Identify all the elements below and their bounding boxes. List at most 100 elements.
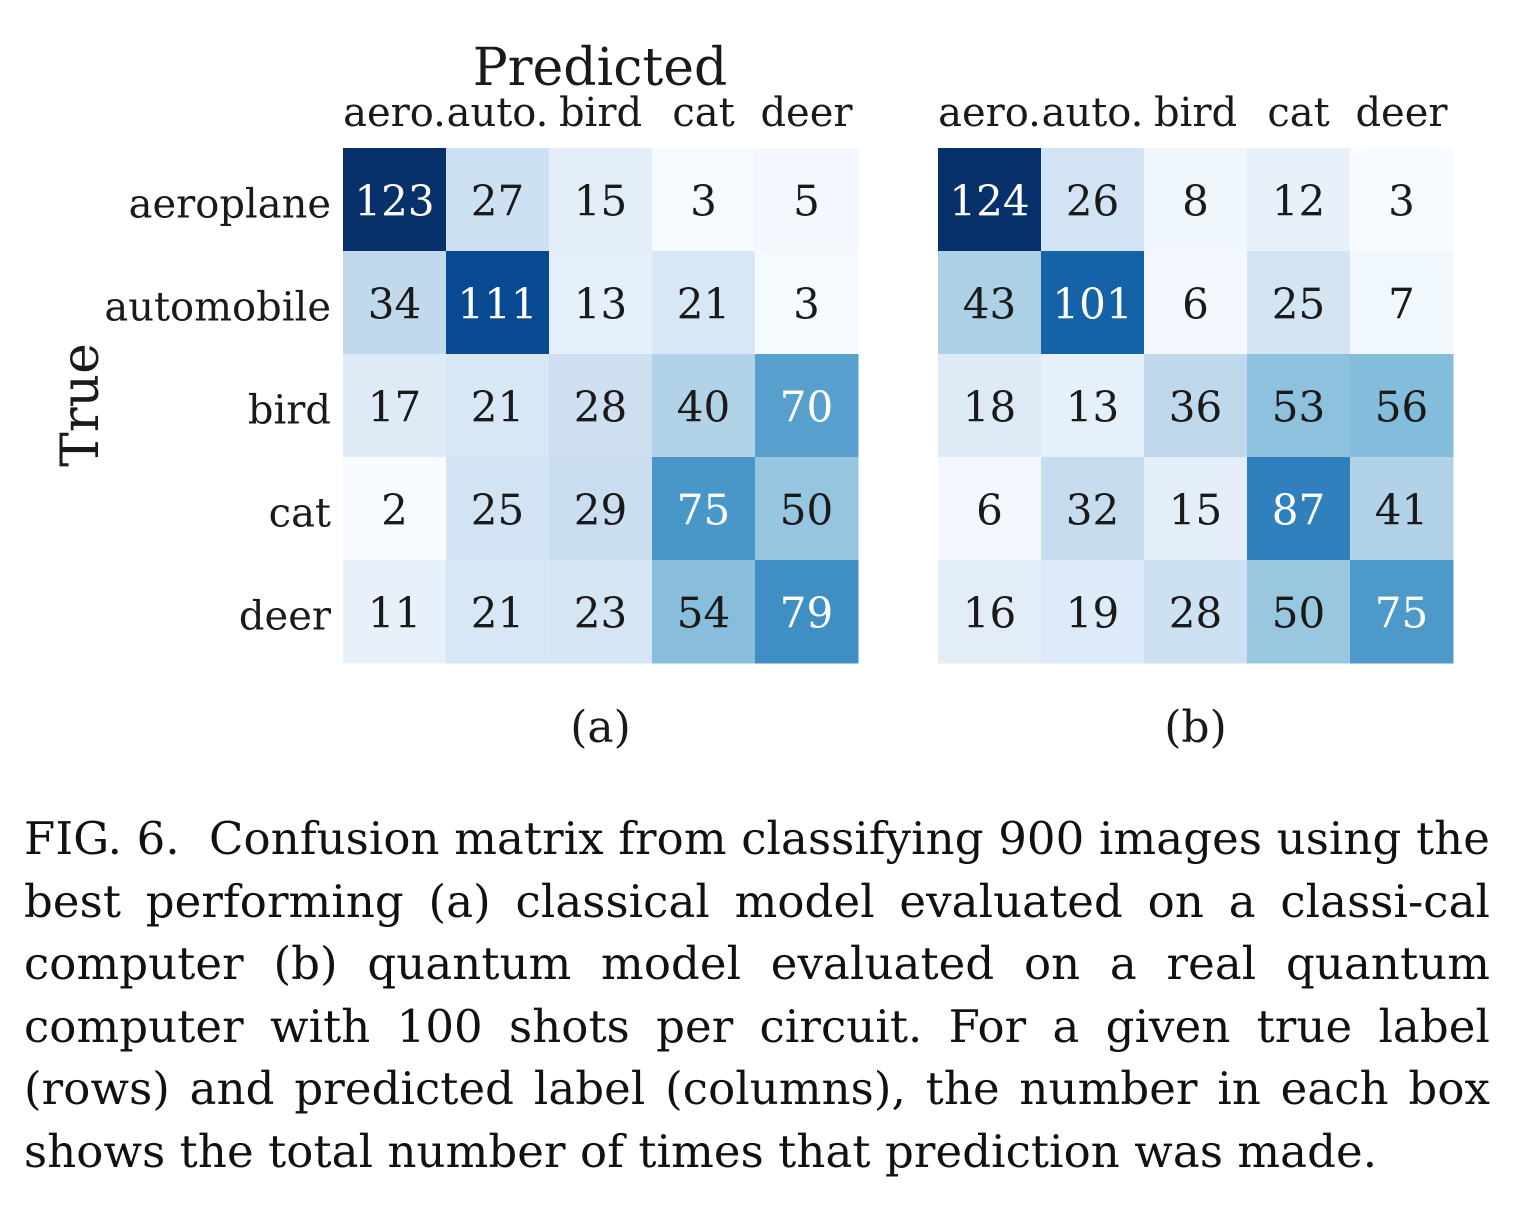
cell-value-label: 70	[780, 383, 833, 432]
cell-value-label: 50	[780, 486, 833, 535]
heatmap-cell	[549, 251, 653, 355]
cell-value-label: 25	[1272, 280, 1325, 329]
heatmap-panel-a: aero. auto. bird cat deeraeroplaneautomobile…	[104, 90, 859, 753]
heatmap-cell	[343, 251, 447, 355]
cell-value-label: 87	[1272, 486, 1325, 535]
heatmap-cell	[446, 560, 550, 664]
cell-value-label: 11	[368, 589, 421, 638]
heatmap-cell	[652, 148, 756, 252]
chart-title: Predicted	[473, 38, 728, 98]
cell-value-label: 13	[1066, 383, 1119, 432]
cell-value-label: 41	[1375, 486, 1428, 535]
cell-value-label: 21	[677, 280, 730, 329]
col-tick-label: cat	[1267, 90, 1329, 136]
cell-value-label: 6	[976, 486, 1003, 535]
cell-value-label: 123	[354, 177, 434, 226]
cell-value-label: 15	[1169, 486, 1222, 535]
panel-label: (b)	[1164, 702, 1227, 753]
heatmap-cell	[1144, 354, 1248, 458]
row-tick-label: bird	[248, 388, 331, 434]
heatmap-cell	[1144, 457, 1248, 561]
row-tick-label: aeroplane	[129, 182, 331, 228]
heatmap-cell	[549, 457, 653, 561]
col-tick-label: bird	[559, 90, 642, 136]
heatmap-cell	[549, 354, 653, 458]
heatmap-cell	[1350, 148, 1454, 252]
heatmap-cell	[343, 560, 447, 664]
cell-value-label: 2	[381, 486, 408, 535]
heatmap-cell	[938, 251, 1042, 355]
cell-value-label: 34	[368, 280, 421, 329]
cell-value-label: 5	[793, 177, 820, 226]
col-tick-label: deer	[760, 90, 853, 136]
heatmap-cell	[755, 251, 859, 355]
cell-value-label: 8	[1182, 177, 1209, 226]
heatmap-cell	[755, 457, 859, 561]
cell-value-label: 17	[368, 383, 421, 432]
cell-value-label: 19	[1066, 589, 1119, 638]
row-tick-label: deer	[239, 594, 332, 640]
cell-value-label: 3	[1388, 177, 1415, 226]
heatmap-cell	[446, 354, 550, 458]
cell-value-label: 6	[1182, 280, 1209, 329]
heatmap-cell	[938, 560, 1042, 664]
cell-value-label: 75	[1375, 589, 1428, 638]
cell-value-label: 124	[949, 177, 1029, 226]
col-tick-label: deer	[1355, 90, 1448, 136]
heatmap-cell	[652, 560, 756, 664]
cell-value-label: 15	[574, 177, 627, 226]
heatmap-cell	[446, 148, 550, 252]
cell-value-label: 101	[1052, 280, 1132, 329]
heatmap-cell	[549, 560, 653, 664]
heatmap-cell	[1247, 251, 1351, 355]
cell-value-label: 75	[677, 486, 730, 535]
cell-value-label: 111	[457, 280, 537, 329]
cell-value-label: 27	[471, 177, 524, 226]
cell-value-label: 25	[471, 486, 524, 535]
figure-caption: FIG. 6. Confusion matrix from classifyin…	[24, 808, 1490, 1183]
heatmap-cell	[938, 457, 1042, 561]
cell-value-label: 28	[1169, 589, 1222, 638]
heatmap-cell	[1144, 148, 1248, 252]
heatmap-cell	[755, 148, 859, 252]
heatmap-cell	[343, 148, 447, 252]
heatmap-cell	[1144, 560, 1248, 664]
cell-value-label: 79	[780, 589, 833, 638]
heatmap-cell	[1350, 251, 1454, 355]
col-tick-label: aero.	[343, 90, 446, 136]
heatmap-cell	[1247, 560, 1351, 664]
cell-value-label: 3	[690, 177, 717, 226]
col-tick-label: auto.	[447, 90, 549, 136]
heatmap-panel-b: aero. auto. bird cat deer 124 26 8 12 3 43 101 6 25 7 1…	[938, 90, 1454, 753]
row-tick-label: automobile	[104, 285, 331, 331]
heatmap-cell	[1041, 148, 1145, 252]
heatmap-cell	[652, 354, 756, 458]
cell-value-label: 21	[471, 589, 524, 638]
heatmap-cell	[1247, 354, 1351, 458]
cell-value-label: 7	[1388, 280, 1415, 329]
cell-value-label: 43	[963, 280, 1016, 329]
cell-value-label: 36	[1169, 383, 1222, 432]
heatmap-cell	[343, 457, 447, 561]
heatmap-cell	[1041, 560, 1145, 664]
cell-value-label: 32	[1066, 486, 1119, 535]
panel-label: (a)	[570, 702, 631, 753]
caption-text: Confusion matrix from classifying 900 im…	[24, 812, 1490, 1178]
cell-value-label: 28	[574, 383, 627, 432]
row-tick-label: cat	[269, 491, 331, 537]
heatmap-cell	[938, 148, 1042, 252]
col-tick-label: aero.	[938, 90, 1041, 136]
col-tick-label: cat	[672, 90, 734, 136]
heatmap-cell	[1350, 457, 1454, 561]
cell-value-label: 23	[574, 589, 627, 638]
cell-value-label: 53	[1272, 383, 1325, 432]
heatmap-cell	[1350, 354, 1454, 458]
heatmap-cell	[1041, 251, 1145, 355]
cell-value-label: 40	[677, 383, 730, 432]
heatmap-cell	[1144, 251, 1248, 355]
col-tick-label: bird	[1154, 90, 1237, 136]
heatmap-cell	[1247, 148, 1351, 252]
heatmap-cell	[652, 457, 756, 561]
confusion-matrix-figure: Predicted True aero. auto. bird cat deeraero…	[51, 38, 1454, 753]
cell-value-label: 50	[1272, 589, 1325, 638]
